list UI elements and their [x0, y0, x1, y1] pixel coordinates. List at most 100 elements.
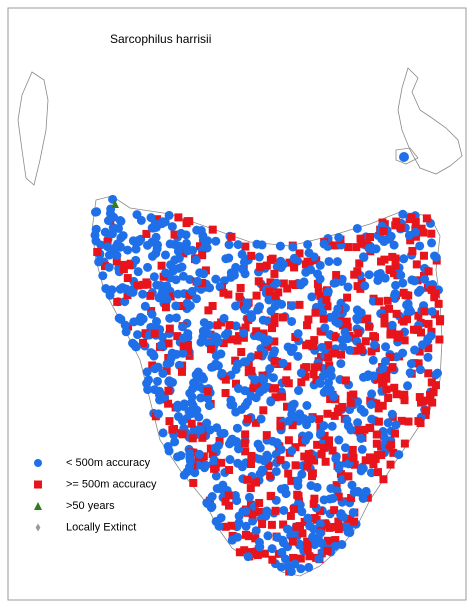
point-low-accuracy [227, 232, 236, 241]
point-low-accuracy [177, 367, 186, 376]
point-high-accuracy [177, 322, 187, 332]
point-high-accuracy [147, 251, 157, 261]
point-low-accuracy [316, 327, 325, 336]
point-low-accuracy [341, 376, 350, 385]
point-high-accuracy [315, 519, 325, 529]
point-high-accuracy [232, 423, 242, 433]
point-high-accuracy [309, 252, 319, 262]
point-high-accuracy [359, 407, 369, 417]
point-low-accuracy [355, 259, 364, 268]
point-high-accuracy [152, 317, 162, 327]
point-low-accuracy [139, 280, 148, 289]
point-high-accuracy [320, 323, 330, 333]
point-high-accuracy [178, 348, 188, 358]
point-low-accuracy [316, 292, 325, 301]
point-high-accuracy [299, 414, 309, 424]
point-high-accuracy [120, 297, 130, 307]
point-low-accuracy [260, 549, 269, 558]
point-low-accuracy [422, 214, 431, 223]
point-low-accuracy [319, 443, 328, 452]
point-low-accuracy [397, 416, 406, 425]
point-low-accuracy [253, 551, 262, 560]
point-low-accuracy [357, 239, 366, 248]
point-high-accuracy [209, 455, 219, 465]
point-low-accuracy [342, 453, 351, 462]
point-high-accuracy [334, 435, 344, 445]
point-low-accuracy [349, 453, 358, 462]
cape-barren-island [395, 147, 419, 165]
point-low-accuracy [188, 434, 197, 443]
point-high-accuracy [243, 552, 253, 562]
point-high-accuracy [410, 276, 420, 286]
point-low-accuracy [388, 363, 397, 372]
point-low-accuracy [266, 278, 275, 287]
point-high-accuracy [191, 294, 201, 304]
occurrence-points [90, 152, 445, 577]
point-low-accuracy [210, 464, 219, 473]
point-high-accuracy [340, 327, 350, 337]
point-low-accuracy [309, 370, 318, 379]
point-low-accuracy [113, 297, 122, 306]
point-low-accuracy [254, 351, 263, 360]
point-low-accuracy [118, 260, 127, 269]
point-low-accuracy [143, 280, 152, 289]
point-low-accuracy [270, 312, 279, 321]
point-high-accuracy [364, 270, 374, 280]
point-high-accuracy [403, 381, 413, 391]
point-low-accuracy [434, 299, 443, 308]
point-low-accuracy [314, 287, 323, 296]
point-high-accuracy [211, 471, 221, 481]
point-low-accuracy [349, 390, 358, 399]
point-low-accuracy [386, 266, 395, 275]
point-high-accuracy [136, 215, 146, 225]
point-low-accuracy [303, 537, 312, 546]
point-high-accuracy [134, 236, 144, 246]
legend-marker [34, 459, 42, 467]
point-low-accuracy [379, 475, 388, 484]
point-high-accuracy [432, 368, 442, 378]
point-low-accuracy [324, 341, 333, 350]
point-high-accuracy [143, 385, 153, 395]
point-low-accuracy [427, 378, 436, 387]
point-high-accuracy [255, 443, 265, 453]
point-high-accuracy [211, 516, 221, 526]
point-low-accuracy [225, 466, 234, 475]
point-high-accuracy [147, 309, 157, 319]
point-high-accuracy [316, 428, 326, 438]
point-high-accuracy [211, 351, 221, 361]
point-high-accuracy [91, 236, 101, 246]
point-low-accuracy [164, 386, 173, 395]
point-low-accuracy [252, 478, 261, 487]
point-low-accuracy [332, 481, 341, 490]
point-low-accuracy [414, 359, 423, 368]
point-high-accuracy [182, 298, 192, 308]
point-high-accuracy [239, 257, 249, 267]
point-low-accuracy [270, 319, 279, 328]
point-high-accuracy [229, 270, 239, 280]
point-high-accuracy [194, 449, 204, 459]
point-low-accuracy [344, 243, 353, 252]
point-high-accuracy [380, 356, 390, 366]
point-low-accuracy [289, 504, 298, 513]
point-low-accuracy [291, 461, 300, 470]
point-high-accuracy [162, 294, 172, 304]
point-high-accuracy [345, 405, 355, 415]
point-low-accuracy [303, 257, 312, 266]
point-low-accuracy [262, 431, 271, 440]
point-low-accuracy [268, 254, 277, 263]
point-low-accuracy [241, 242, 250, 251]
point-high-accuracy [94, 257, 104, 267]
point-high-accuracy [204, 401, 214, 411]
point-low-accuracy [208, 225, 217, 234]
point-low-accuracy [380, 319, 389, 328]
point-high-accuracy [287, 316, 297, 326]
point-high-accuracy [381, 342, 391, 352]
point-high-accuracy [246, 391, 256, 401]
point-low-accuracy [198, 433, 207, 442]
point-high-accuracy [172, 452, 182, 462]
point-low-accuracy [283, 362, 292, 371]
point-high-accuracy [166, 260, 176, 270]
point-high-accuracy [259, 375, 269, 385]
point-high-accuracy [406, 306, 416, 316]
point-low-accuracy [179, 342, 188, 351]
